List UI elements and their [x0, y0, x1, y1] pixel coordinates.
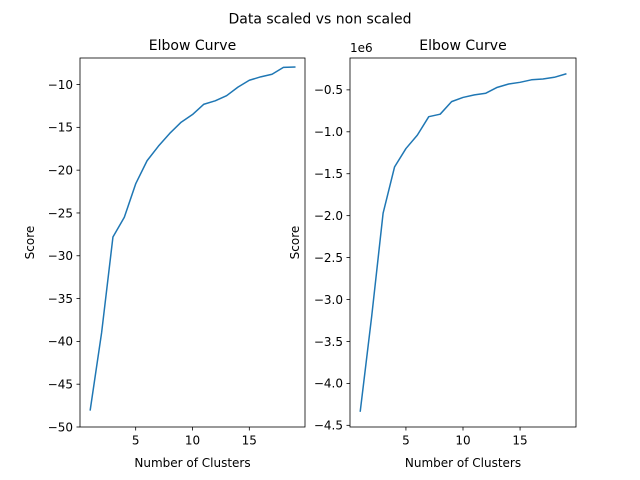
- chart-title: Elbow Curve: [149, 38, 236, 54]
- y-tick-label: −35: [48, 292, 73, 306]
- y-tick-label: −3.0: [314, 293, 343, 307]
- y-axis-label: Score: [23, 226, 37, 260]
- y-tick-label: −4.5: [314, 419, 343, 433]
- y-tick-label: −25: [48, 206, 73, 220]
- series-line: [89, 66, 296, 411]
- y-tick-label: −2.5: [314, 251, 343, 265]
- x-tick-label: 15: [242, 434, 257, 448]
- x-axis-label: Number of Clusters: [134, 456, 250, 470]
- y-tick-label: −4.0: [314, 377, 343, 391]
- chart-title: Elbow Curve: [419, 38, 506, 54]
- y-tick-label: −0.5: [314, 83, 343, 97]
- y-tick-label: −3.5: [314, 335, 343, 349]
- y-tick-label: −30: [48, 249, 73, 263]
- axis-offset-text: 1e6: [350, 41, 373, 55]
- y-tick-label: −40: [48, 335, 73, 349]
- series-line: [359, 72, 567, 412]
- x-axis-label: Number of Clusters: [405, 456, 521, 470]
- y-tick-label: −10: [48, 78, 73, 92]
- x-tick-label: 5: [402, 434, 410, 448]
- x-tick-label: 10: [185, 434, 200, 448]
- x-tick-label: 15: [512, 434, 527, 448]
- y-tick-label: −1.0: [314, 125, 343, 139]
- y-tick-label: −15: [48, 121, 73, 135]
- y-tick-label: −20: [48, 163, 73, 177]
- x-tick-label: 10: [455, 434, 470, 448]
- right-chart-non-scaled: Elbow Curve 5 10 15 −4.5 −4.0 −3.5 −3.0 −2.5 −2.0…: [288, 38, 577, 470]
- left-chart-scaled: Elbow Curve 5 10 15 −50 −45 −40 −35 −30 −25 −20 −15…: [23, 38, 306, 470]
- x-tick-label: 5: [132, 434, 140, 448]
- y-tick-label: −45: [48, 377, 73, 391]
- y-tick-label: −50: [48, 420, 73, 434]
- axes-frame: [349, 57, 577, 428]
- y-axis-label: Score: [288, 226, 302, 260]
- axes-frame: [79, 57, 306, 428]
- figure-suptitle: Data scaled vs non scaled: [228, 12, 411, 28]
- y-tick-label: −1.5: [314, 167, 343, 181]
- y-tick-label: −2.0: [314, 209, 343, 223]
